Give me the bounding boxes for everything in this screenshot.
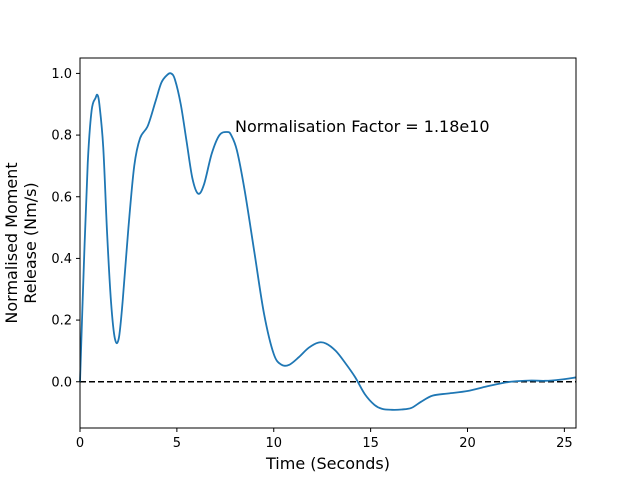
y-tick-label: 1.0 (51, 67, 72, 82)
normalisation-annotation: Normalisation Factor = 1.18e10 (235, 117, 490, 136)
series-line-0 (79, 72, 577, 411)
y-tick-label: 0.8 (51, 129, 72, 144)
plot-frame (79, 57, 577, 429)
x-tick-label: 0 (76, 436, 84, 451)
x-tick-label: 15 (362, 436, 379, 451)
y-axis-ticks: 0.0 0.2 0.4 0.6 0.8 1.0 (51, 67, 80, 390)
y-tick-label: 0.2 (51, 314, 72, 329)
x-tick-label: 10 (265, 436, 282, 451)
y-axis-label-line-1: Normalised Moment (2, 162, 21, 323)
y-tick-label: 0.4 (51, 252, 72, 267)
y-tick-label: 0.0 (51, 375, 72, 390)
x-tick-label: 5 (173, 436, 181, 451)
x-tick-label: 20 (459, 436, 476, 451)
x-tick-label: 25 (556, 436, 573, 451)
x-axis-ticks: 0 5 10 15 20 25 (76, 428, 573, 451)
x-axis-label: Time (Seconds) (265, 454, 390, 473)
y-tick-label: 0.6 (51, 190, 72, 205)
plot-area (80, 58, 576, 428)
y-axis-label-line-2: Release (Nm/s) (21, 182, 40, 303)
